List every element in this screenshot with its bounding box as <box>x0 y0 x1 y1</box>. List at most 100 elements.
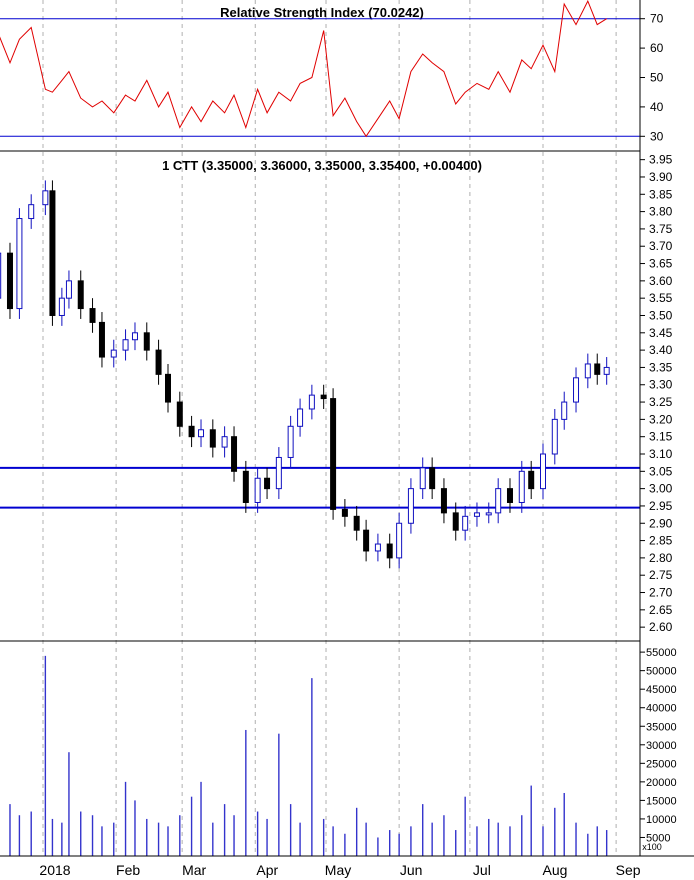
candle-body <box>452 512 459 531</box>
volume-tick-label: 35000 <box>646 721 677 733</box>
price-tick-label: 2.90 <box>649 516 673 530</box>
price-tick-label: 3.45 <box>649 326 673 340</box>
volume-tick-label: 10000 <box>646 814 677 826</box>
candle-body <box>242 470 249 503</box>
candle-body <box>320 394 327 400</box>
candle-body <box>49 190 56 316</box>
price-tick-label: 3.70 <box>649 239 673 253</box>
candle-body <box>275 456 282 490</box>
volume-tick-label: 55000 <box>646 647 677 659</box>
price-tick-label: 3.80 <box>649 205 673 219</box>
candle-body <box>603 366 610 375</box>
price-axis-ticks: 3.95 3.90 3.85 3.80 3.75 3.70 3.65 3.60 3.55 3.50… <box>640 153 673 634</box>
candle-body <box>16 218 23 310</box>
volume-tick-label: 20000 <box>646 777 677 789</box>
volume-bars <box>9 655 608 856</box>
rsi-reference-lines <box>0 18 640 137</box>
candle-body <box>353 515 360 531</box>
x-tick-label: Sep <box>616 862 641 878</box>
vertical-gridlines <box>42 0 617 856</box>
rsi-series-line <box>0 0 607 138</box>
candle-body <box>0 252 2 299</box>
candle-body <box>396 522 403 559</box>
candle-body <box>264 477 271 490</box>
price-tick-label: 3.10 <box>649 447 673 461</box>
price-tick-label: 3.55 <box>649 291 673 305</box>
candle-body <box>165 373 171 403</box>
rsi-panel: Relative Strength Index (70.0242) 70 60 50… <box>0 0 664 143</box>
price-tick-label: 2.65 <box>649 603 673 617</box>
x-tick-label: Jun <box>400 862 423 878</box>
candle-body <box>110 349 117 358</box>
price-tick-label: 3.40 <box>649 343 673 357</box>
price-tick-label: 2.70 <box>649 586 673 600</box>
candle-body <box>386 543 393 559</box>
candle-body <box>231 436 238 472</box>
x-tick-label: Aug <box>543 862 568 878</box>
price-candles <box>0 180 610 569</box>
rsi-title: Relative Strength Index (70.0242) <box>220 5 424 20</box>
candle-body <box>363 529 370 552</box>
x-tick-label: May <box>325 862 351 878</box>
x-tick-label: Feb <box>116 862 140 878</box>
volume-tick-label: 50000 <box>646 666 677 678</box>
candle-body <box>65 280 72 299</box>
x-tick-label: 2018 <box>39 862 70 878</box>
candle-body <box>198 429 205 438</box>
candle-body <box>561 401 568 420</box>
rsi-tick-label: 30 <box>650 129 664 143</box>
candle-body <box>209 429 216 448</box>
price-tick-label: 3.30 <box>649 378 673 392</box>
candle-body <box>584 363 591 379</box>
candle-body <box>540 453 546 490</box>
candle-body <box>485 512 492 516</box>
price-tick-label: 3.65 <box>649 257 673 271</box>
x-tick-label: Apr <box>256 862 278 878</box>
rsi-tick-label: 40 <box>650 100 664 114</box>
candle-body <box>462 515 469 531</box>
price-tick-label: 2.60 <box>649 620 673 634</box>
candle-body <box>506 488 513 503</box>
price-tick-label: 3.20 <box>649 412 673 426</box>
price-tick-label: 3.35 <box>649 360 673 374</box>
candle-body <box>440 488 447 514</box>
candle-body <box>297 408 304 427</box>
candle-body <box>308 394 315 410</box>
candle-body <box>28 204 35 220</box>
candle-body <box>341 508 348 517</box>
candle-body <box>143 332 150 351</box>
volume-tick-label: 45000 <box>646 684 677 696</box>
volume-tick-label: 40000 <box>646 703 677 715</box>
candle-body <box>58 297 65 316</box>
candle-body <box>176 401 183 427</box>
candle-body <box>287 425 294 458</box>
price-tick-label: 3.25 <box>649 395 673 409</box>
candle-body <box>98 321 105 358</box>
rsi-axis-ticks: 70 60 50 40 30 <box>640 12 664 143</box>
candle-body <box>429 467 436 490</box>
candle-body <box>473 512 480 517</box>
candle-body <box>155 349 162 375</box>
volume-scale-label: x100 <box>642 842 662 852</box>
price-tick-label: 3.85 <box>649 187 673 201</box>
price-tick-label: 3.90 <box>649 170 673 184</box>
candle-body <box>551 418 558 455</box>
price-title: 1 CTT (3.35000, 3.36000, 3.35000, 3.3540… <box>162 158 482 173</box>
candle-body <box>330 398 337 510</box>
price-tick-label: 2.75 <box>649 568 673 582</box>
support-resistance-lines <box>0 466 640 509</box>
volume-tick-label: 30000 <box>646 740 677 752</box>
x-axis-month-labels: Dec2018FebMarAprMayJunJulAugSep <box>39 862 641 878</box>
price-tick-label: 3.75 <box>649 222 673 236</box>
candle-body <box>188 425 195 438</box>
volume-panel: 55000 50000 45000 40000 35000 30000 25000 20000… <box>9 647 677 856</box>
x-tick-label: Jul <box>473 862 491 878</box>
candle-body <box>254 477 261 503</box>
price-tick-label: 3.95 <box>649 153 673 167</box>
volume-tick-label: 5000 <box>646 832 670 844</box>
price-panel: 1 CTT (3.35000, 3.36000, 3.35000, 3.3540… <box>0 153 673 634</box>
candle-body <box>89 308 96 323</box>
price-tick-label: 3.60 <box>649 274 673 288</box>
price-tick-label: 3.50 <box>649 308 673 322</box>
